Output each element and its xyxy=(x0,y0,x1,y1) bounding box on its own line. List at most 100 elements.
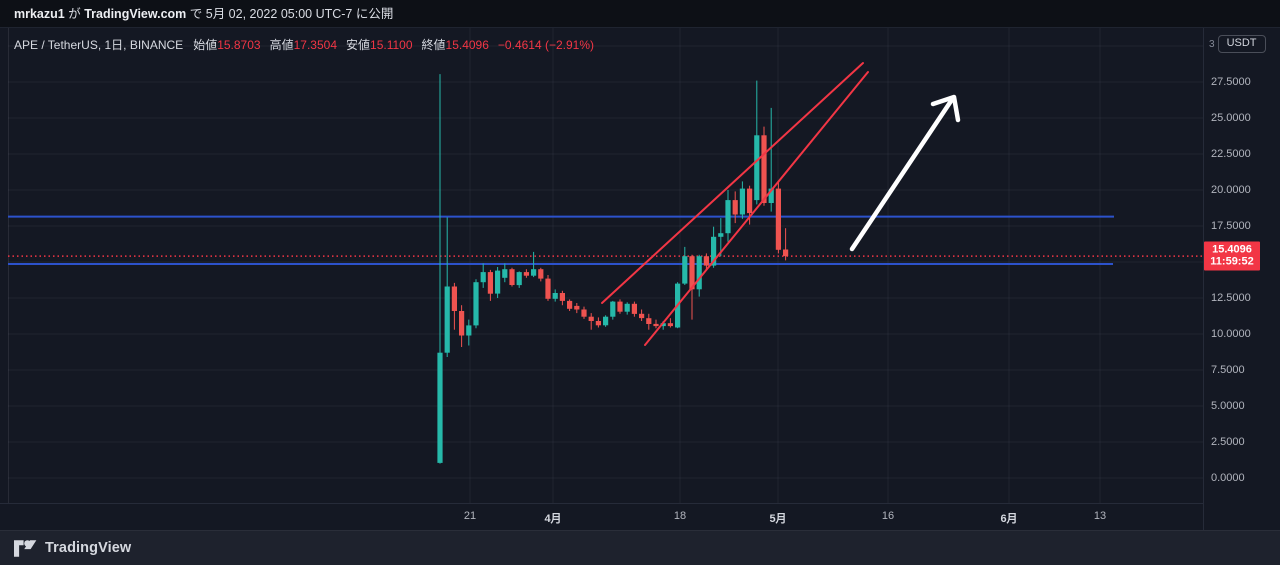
ohlc-value: 15.4096 xyxy=(445,38,489,52)
candle-body xyxy=(739,188,745,215)
candle-body xyxy=(480,272,486,283)
candle-body xyxy=(552,293,558,299)
ohlc-label: 高値 xyxy=(269,38,294,52)
candle-body xyxy=(732,200,738,215)
trendline-drawing[interactable] xyxy=(601,62,864,304)
time-tick: 5月 xyxy=(769,513,787,525)
candle-body xyxy=(703,256,709,266)
candle-body xyxy=(495,270,501,294)
ohlc-value: 15.8703 xyxy=(217,38,261,52)
candle-body xyxy=(502,269,508,278)
price-tick: 17.5000 xyxy=(1211,220,1251,232)
candle-body xyxy=(783,249,789,257)
candle-body xyxy=(660,323,666,327)
candle-body xyxy=(689,256,695,290)
candle-body xyxy=(682,256,688,284)
candle-body xyxy=(754,135,760,201)
candle-body xyxy=(768,188,774,203)
arrow-drawing-shaft[interactable] xyxy=(849,98,954,252)
candles-series xyxy=(437,74,789,464)
legend-ohlc-pair: 安値15.1100 xyxy=(346,38,413,52)
price-tick: 5.0000 xyxy=(1211,400,1245,412)
last-price-label: 15.4096 11:59:52 xyxy=(1204,241,1260,271)
price-tick: 20.0000 xyxy=(1211,184,1251,196)
candle-body xyxy=(567,300,573,309)
candle-body xyxy=(538,269,544,279)
ohlc-label: 始値 xyxy=(193,38,218,52)
price-tick: 22.5000 xyxy=(1211,148,1251,160)
candle-body xyxy=(559,293,565,301)
candle-body xyxy=(437,352,443,463)
candle-body xyxy=(747,188,753,214)
tradingview-brand[interactable]: TradingView xyxy=(45,540,132,556)
candle-body xyxy=(574,305,580,310)
price-tick: 25.0000 xyxy=(1211,112,1251,124)
candle-body xyxy=(718,233,724,237)
candlestick-chart[interactable] xyxy=(0,0,1203,530)
candle-body xyxy=(451,286,457,311)
last-price-value: 15.4096 xyxy=(1212,243,1252,256)
candle-body xyxy=(581,309,587,317)
trendline-drawing[interactable] xyxy=(644,71,869,346)
candle-body xyxy=(775,188,781,250)
candle-body xyxy=(545,278,551,299)
legend-ohlc-values: 始値15.8703 高値17.3504 安値15.1100 終値15.4096 xyxy=(193,38,498,52)
candle-body xyxy=(667,323,673,327)
candle-body xyxy=(459,311,465,336)
symbol-title: APE / TetherUS, 1日, BINANCE xyxy=(14,38,184,52)
publish-author: mrkazu1 xyxy=(14,7,65,21)
candle-body xyxy=(595,321,601,326)
candle-body xyxy=(473,282,479,326)
publish-date: で 5月 02, 2022 05:00 UTC-7 に公開 xyxy=(186,7,394,21)
ohlc-value: 15.1100 xyxy=(370,38,413,52)
price-tick: 2.5000 xyxy=(1211,436,1245,448)
ohlc-value: 17.3504 xyxy=(293,38,337,52)
arrow-drawing-head[interactable] xyxy=(930,94,961,123)
candle-body xyxy=(646,318,652,324)
candle-body xyxy=(531,269,537,276)
candle-body xyxy=(624,303,630,312)
candle-body xyxy=(631,303,637,314)
candle-body xyxy=(509,269,515,285)
footer-bar: TradingView xyxy=(0,530,1280,565)
currency-unit-button[interactable]: USDT xyxy=(1217,35,1266,53)
candle-body xyxy=(639,313,645,319)
tradingview-logo-icon[interactable] xyxy=(14,539,37,557)
publish-particle: が xyxy=(64,7,85,21)
candle-body xyxy=(516,272,522,286)
time-tick: 18 xyxy=(673,510,687,522)
time-tick: 13 xyxy=(1093,510,1107,522)
candle-body xyxy=(588,316,594,321)
price-tick: 12.5000 xyxy=(1211,292,1251,304)
publish-site: TradingView.com xyxy=(84,7,187,21)
ohlc-label: 安値 xyxy=(346,38,371,52)
ohlc-label: 終値 xyxy=(421,38,446,52)
candle-body xyxy=(466,325,472,336)
legend-change: −0.4614 (−2.91%) xyxy=(497,38,594,52)
time-tick: 21 xyxy=(463,510,477,522)
candle-body xyxy=(725,200,731,234)
symbol-legend[interactable]: APE / TetherUS, 1日, BINANCE 始値15.8703 高値17… xyxy=(14,36,594,53)
time-tick: 16 xyxy=(881,510,895,522)
time-tick: 6月 xyxy=(1000,513,1018,525)
price-tick: 0.0000 xyxy=(1211,472,1245,484)
legend-ohlc-pair: 終値15.4096 xyxy=(422,38,489,52)
candle-body xyxy=(711,236,717,266)
candle-body xyxy=(523,272,529,276)
publish-bar: mrkazu1 が TradingView.com で 5月 02, 2022 … xyxy=(0,0,1280,28)
time-tick: 4月 xyxy=(544,513,562,525)
legend-ohlc-pair: 始値15.8703 xyxy=(193,38,260,52)
bar-countdown: 11:59:52 xyxy=(1210,255,1254,268)
legend-ohlc-pair: 高値17.3504 xyxy=(270,38,337,52)
candle-body xyxy=(444,286,450,353)
drawing-count: 3 xyxy=(1209,38,1215,50)
candle-body xyxy=(487,272,493,294)
candle-body xyxy=(696,256,702,290)
price-tick: 7.5000 xyxy=(1211,364,1245,376)
price-tick: 10.0000 xyxy=(1211,328,1251,340)
candle-body xyxy=(761,135,767,203)
price-axis[interactable]: 3 USDT 27.5000 25.0000 22.5000 20.0000 17.50… xyxy=(1203,28,1280,530)
price-tick: 27.5000 xyxy=(1211,76,1251,88)
time-axis[interactable]: 21 4月 18 5月 16 6月 13 xyxy=(0,503,1203,530)
